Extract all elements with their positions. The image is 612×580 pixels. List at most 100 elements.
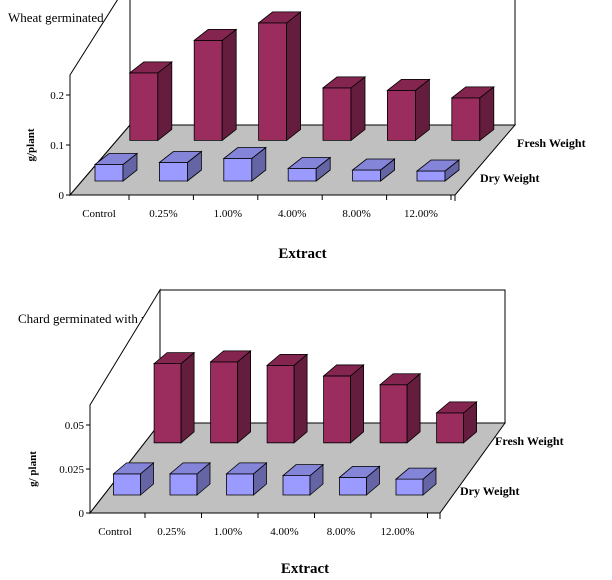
bar-front-face [282,475,311,496]
chart-2: Chard germinated with wheat (C+W)00.0250… [18,288,564,577]
bar-dry-weight [394,467,438,496]
y-tick-label: 0.025 [59,464,84,476]
bar-fresh-weight [153,351,196,444]
x-tick-label: 0.25% [149,208,177,220]
bar-dry-weight [287,156,332,182]
chart-1: Wheat germinated with chard (W+C)00.10.2… [8,0,586,262]
bar-side-face [293,353,308,444]
series-label: Dry Weight [480,171,539,185]
bar-top-face [112,462,155,475]
y-axis-label: g/ plant [27,451,39,487]
bar-dry-weight [351,158,396,182]
bar-top-face [351,158,396,171]
x-tick-label: 0.25% [157,526,185,538]
bar-top-face [386,79,431,91]
series-label: Fresh Weight [517,136,586,150]
bar-front-face [210,361,239,444]
bar-top-face [450,86,495,99]
x-tick-label: 12.00% [404,208,438,220]
bar-front-face [436,412,465,444]
bar-fresh-weight [435,401,478,444]
bar-front-face [94,164,124,182]
y-tick-label: 0.2 [50,90,64,102]
bar-front-face [339,476,367,496]
y-tick-label: 0 [59,190,65,202]
bar-top-face [168,462,212,475]
bar-side-face [221,28,237,142]
x-axis-label: Extract [278,246,326,262]
bar-side-face [350,364,365,444]
bar-dry-weight [158,150,203,182]
bar-fresh-weight [257,11,302,142]
bar-front-face [258,22,288,141]
bar-front-face [193,40,223,141]
bar-top-face [394,467,438,480]
bar-top-face [281,464,325,477]
bar-fresh-weight [379,372,422,444]
x-tick-label: Control [98,526,132,538]
bar-front-face [266,364,295,444]
bar-dry-weight [168,462,212,496]
x-tick-label: 1.00% [214,208,242,220]
x-tick-label: 8.00% [342,208,370,220]
bar-front-face [451,97,481,141]
x-axis-label: Extract [281,561,329,577]
bar-front-face [158,162,188,182]
x-tick-label: 8.00% [327,526,355,538]
bar-front-face [416,170,446,182]
bar-top-face [415,159,461,172]
bar-front-face [379,384,408,444]
bar-side-face [180,351,195,444]
bar-front-face [287,168,317,182]
bar-top-face [93,153,139,165]
x-tick-label: 12.00% [381,526,415,538]
y-tick-label: 0.05 [65,420,85,432]
series-label: Dry Weight [460,484,519,498]
bar-top-face [222,147,267,159]
bar-side-face [406,372,421,444]
bar-dry-weight [222,146,267,182]
bar-fresh-weight [266,353,309,444]
bar-top-face [153,352,196,365]
bar-front-face [322,87,352,141]
y-tick-label: 0 [79,508,85,520]
y-tick-label: 0.1 [50,140,64,152]
bar-top-face [435,401,478,414]
bar-dry-weight [112,462,155,496]
bar-top-face [287,157,332,169]
bar-fresh-weight [386,78,431,142]
bar-top-face [379,373,422,386]
bar-top-face [321,76,367,89]
bar-front-face [169,473,198,496]
bar-front-face [226,473,254,496]
bar-side-face [157,61,173,142]
bar-top-face [338,465,381,478]
bar-front-face [113,473,141,496]
bar-front-face [395,478,424,496]
bar-top-face [209,350,252,363]
bar-top-face [158,151,203,163]
bar-front-face [129,72,159,141]
bar-side-face [237,349,252,444]
bar-front-face [386,90,416,141]
bar-fresh-weight [128,61,173,142]
bar-dry-weight [338,465,381,496]
y-axis-label: g/plant [25,128,37,161]
bar-top-face [257,11,302,24]
x-tick-label: 1.00% [214,526,242,538]
bar-front-face [223,158,253,182]
bar-front-face [153,363,182,444]
bar-dry-weight [93,152,139,182]
x-tick-label: 4.00% [270,526,298,538]
bar-top-face [225,462,268,475]
x-tick-label: Control [82,208,116,220]
bar-fresh-weight [321,76,367,142]
bar-dry-weight [281,463,325,496]
bar-dry-weight [415,159,461,182]
x-tick-label: 4.00% [278,208,306,220]
bar-front-face [323,375,352,444]
bar-side-face [286,11,302,142]
bar-top-face [128,61,173,74]
bar-fresh-weight [193,28,238,142]
